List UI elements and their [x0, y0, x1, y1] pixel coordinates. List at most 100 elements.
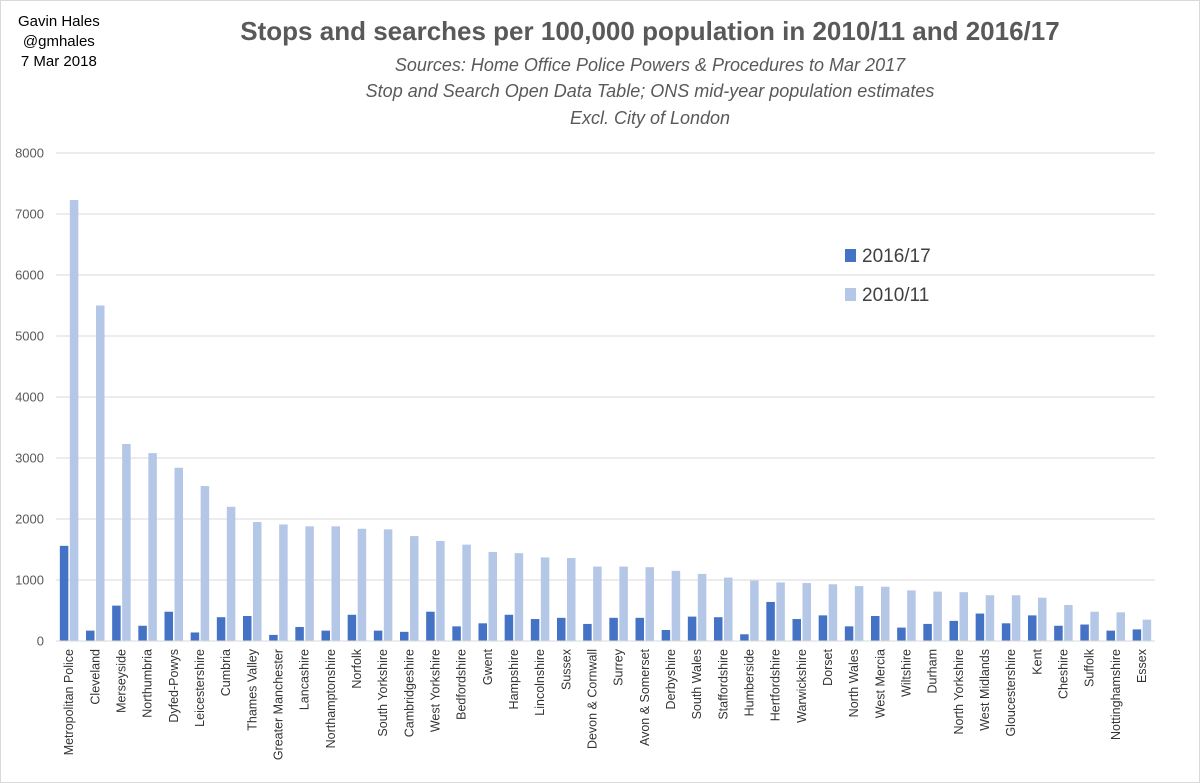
bar-series-a	[452, 626, 461, 641]
x-tick-label: Dorset	[821, 648, 835, 685]
author-date: 7 Mar 2018	[20, 53, 97, 70]
bar-series-b	[724, 577, 733, 641]
x-tick-label: North Yorkshire	[952, 649, 966, 735]
bar-series-a	[86, 630, 95, 641]
bar-series-a	[59, 545, 69, 641]
bar-series-b	[357, 528, 367, 641]
bar-series-b	[671, 570, 681, 641]
bar-series-a	[740, 634, 749, 641]
y-tick-label: 5000	[15, 329, 44, 344]
x-tick-label: Derbyshire	[664, 649, 678, 709]
x-tick-label: South Yorkshire	[376, 649, 390, 737]
x-tick-label: Cleveland	[88, 649, 102, 705]
bar-series-b	[1064, 605, 1073, 641]
bar-series-a	[295, 626, 304, 641]
x-tick-label: Avon & Somerset	[638, 648, 652, 746]
x-tick-label: Gloucestershire	[1004, 649, 1018, 737]
bar-series-b	[828, 584, 838, 641]
x-tick-label: Lancashire	[298, 649, 312, 710]
y-tick-label: 1000	[15, 573, 44, 588]
bar-series-a	[216, 617, 226, 641]
y-tick-label: 3000	[15, 451, 44, 466]
legend-label: 2010/11	[862, 285, 929, 306]
bar-series-b	[122, 443, 131, 641]
bar-series-b	[1090, 611, 1099, 641]
bar-series-b	[148, 453, 157, 641]
bar-series-a	[897, 627, 906, 641]
x-tick-label: Devon & Cornwall	[585, 649, 599, 749]
bar-series-a	[1054, 625, 1063, 641]
bar-series-a	[112, 605, 121, 641]
y-tick-label: 2000	[15, 512, 44, 527]
bar-series-b	[436, 540, 445, 641]
bars	[59, 199, 1152, 641]
y-tick-label: 4000	[15, 390, 44, 405]
x-tick-label: Gwent	[481, 648, 495, 685]
bar-series-a	[923, 623, 932, 641]
bar-series-b	[985, 595, 995, 641]
bar-series-b	[305, 526, 314, 641]
bar-series-a	[766, 601, 775, 641]
bar-series-a	[426, 611, 435, 641]
bar-series-a	[844, 626, 854, 641]
bar-series-b	[933, 591, 942, 641]
bar-series-a	[1028, 615, 1037, 641]
x-tick-label: Humberside	[742, 649, 756, 716]
bar-series-b	[279, 524, 288, 641]
x-tick-label: Essex	[1135, 648, 1149, 683]
bar-series-b	[174, 467, 183, 641]
author-handle: @gmhales	[22, 33, 95, 50]
x-tick-label: Surrey	[612, 648, 626, 686]
x-tick-label: Thames Valley	[245, 648, 259, 730]
y-tick-label: 0	[37, 634, 44, 649]
bar-series-b	[619, 566, 628, 641]
bar-series-b	[253, 522, 262, 641]
bar-series-b	[593, 566, 602, 641]
chart-subtitle-line-3: Excl. City of London	[569, 108, 731, 128]
bar-series-b	[331, 526, 340, 641]
bar-series-a	[687, 616, 697, 641]
bar-series-b	[776, 582, 785, 641]
bar-series-b	[226, 506, 236, 641]
bar-series-b	[96, 305, 105, 641]
bar-series-b	[881, 586, 890, 641]
gridlines	[56, 152, 1155, 642]
bar-series-b	[854, 586, 864, 641]
bar-series-a	[609, 617, 618, 641]
bar-series-a	[321, 630, 330, 641]
bar-series-a	[400, 631, 409, 641]
bar-series-a	[1132, 629, 1142, 641]
chart-title: Stops and searches per 100,000 populatio…	[240, 16, 1060, 46]
x-tick-label: Suffolk	[1083, 648, 1097, 687]
bar-series-b	[959, 592, 968, 641]
bar-series-a	[138, 625, 147, 641]
x-tick-label: Kent	[1030, 648, 1044, 674]
bar-series-b	[383, 529, 393, 641]
bar-series-b	[1116, 612, 1125, 641]
x-tick-label: Sussex	[559, 648, 573, 690]
bar-series-a	[583, 623, 592, 641]
y-tick-label: 7000	[15, 207, 44, 222]
x-tick-label: Leicestershire	[193, 649, 207, 727]
bar-series-b	[1038, 597, 1047, 641]
bar-series-a	[661, 630, 671, 641]
legend-label: 2016/17	[862, 246, 931, 267]
x-tick-label: Dyfed-Powys	[167, 649, 181, 723]
legend: 2016/17 2010/11	[845, 246, 931, 306]
chart-subtitle-line-2: Stop and Search Open Data Table; ONS mid…	[365, 81, 935, 101]
bar-series-a	[504, 614, 514, 641]
bar-series-a	[557, 617, 566, 641]
x-tick-label: West Mercia	[873, 649, 887, 718]
x-tick-label: Northumbria	[141, 649, 155, 718]
bar-series-b	[200, 486, 210, 641]
bar-series-b	[802, 583, 811, 641]
x-axis: Metropolitan Police Cleveland Merseyside No…	[56, 640, 1155, 760]
x-tick-label: Cheshire	[1056, 649, 1070, 699]
x-tick-label: Lincolnshire	[533, 649, 547, 716]
bar-series-a	[714, 617, 723, 641]
bar-series-a	[1106, 630, 1115, 641]
bar-series-a	[871, 615, 880, 641]
bar-series-a	[949, 620, 958, 641]
x-tick-label: Cumbria	[219, 649, 233, 696]
